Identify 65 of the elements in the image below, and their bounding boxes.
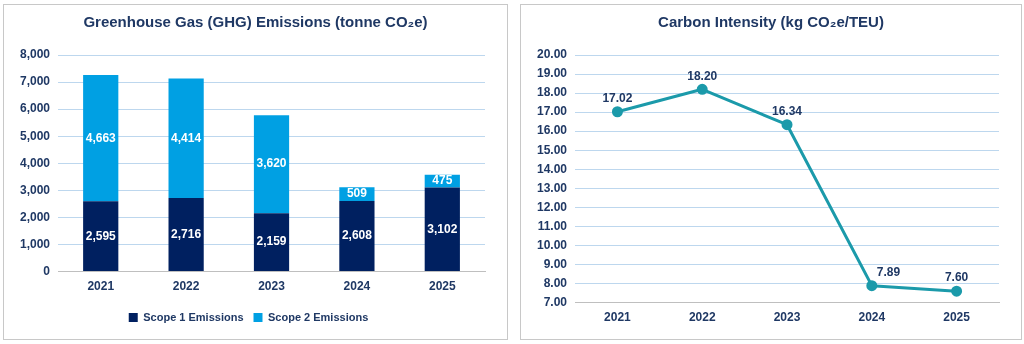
y-tick-label: 4,000 xyxy=(20,155,51,170)
x-tick-label: 2022 xyxy=(688,310,716,325)
data-label: 7.89 xyxy=(876,264,901,279)
legend-label: Scope 2 Emissions xyxy=(268,310,369,323)
data-label: 3,620 xyxy=(256,156,287,171)
point xyxy=(781,119,793,131)
point xyxy=(696,83,708,95)
x-tick-label: 2025 xyxy=(428,279,456,294)
x-tick-label: 2021 xyxy=(87,279,115,294)
y-tick-label: 19.00 xyxy=(537,66,568,81)
point xyxy=(951,285,963,297)
y-tick-label: 16.00 xyxy=(537,123,568,138)
bar xyxy=(253,115,290,214)
point xyxy=(611,106,623,118)
bar xyxy=(253,213,290,272)
y-tick-label: 12.00 xyxy=(537,199,568,214)
chart-title: Greenhouse Gas (GHG) Emissions (tonne CO₂e) xyxy=(82,13,429,32)
y-tick-label: 7.00 xyxy=(543,294,568,309)
point xyxy=(866,280,878,292)
chart-title: Carbon Intensity (kg CO₂e/TEU) xyxy=(657,13,885,32)
data-label: 475 xyxy=(432,173,453,188)
data-label: 509 xyxy=(346,186,368,201)
y-tick-label: 10.00 xyxy=(537,237,568,252)
x-tick-label: 2024 xyxy=(343,279,371,294)
data-label: 2,159 xyxy=(256,234,287,249)
data-label: 18.20 xyxy=(687,68,718,83)
bar xyxy=(83,201,119,272)
y-tick-label: 18.00 xyxy=(537,85,568,100)
y-tick-label: 15.00 xyxy=(537,142,568,157)
y-tick-label: 1,000 xyxy=(20,236,51,251)
y-tick-label: 5,000 xyxy=(20,128,51,143)
bar xyxy=(168,78,204,199)
x-tick-label: 2023 xyxy=(258,279,286,294)
y-tick-label: 0 xyxy=(43,263,51,278)
bar xyxy=(424,187,460,272)
bar xyxy=(168,198,204,272)
data-label: 2,595 xyxy=(85,228,117,243)
x-tick-label: 2021 xyxy=(604,310,632,325)
x-tick-label: 2023 xyxy=(773,310,801,325)
y-tick-label: 8,000 xyxy=(20,47,51,62)
y-tick-label: 13.00 xyxy=(537,180,568,195)
x-tick-label: 2024 xyxy=(858,310,886,325)
y-tick-label: 3,000 xyxy=(20,182,51,197)
data-label: 2,608 xyxy=(341,228,373,243)
y-tick-label: 2,000 xyxy=(20,209,51,224)
data-label: 3,102 xyxy=(427,221,458,236)
data-label: 4,663 xyxy=(85,130,117,145)
data-label: 2,716 xyxy=(171,226,202,241)
y-tick-label: 11.00 xyxy=(537,218,568,233)
data-label: 16.34 xyxy=(772,104,803,119)
y-tick-label: 9.00 xyxy=(543,256,568,271)
data-label: 17.02 xyxy=(602,91,633,106)
legend-label: Scope 1 Emissions xyxy=(143,310,244,323)
y-tick-label: 8.00 xyxy=(543,275,568,290)
y-tick-label: 14.00 xyxy=(537,161,568,176)
y-tick-label: 7,000 xyxy=(20,74,51,89)
y-tick-label: 6,000 xyxy=(20,101,51,116)
data-label: 7.60 xyxy=(944,270,969,285)
x-tick-label: 2022 xyxy=(172,279,200,294)
bar xyxy=(339,200,375,272)
x-tick-label: 2025 xyxy=(943,310,971,325)
y-tick-label: 20.00 xyxy=(537,47,568,62)
data-label: 4,414 xyxy=(171,130,202,145)
bar xyxy=(83,75,119,202)
y-tick-label: 17.00 xyxy=(537,104,568,119)
